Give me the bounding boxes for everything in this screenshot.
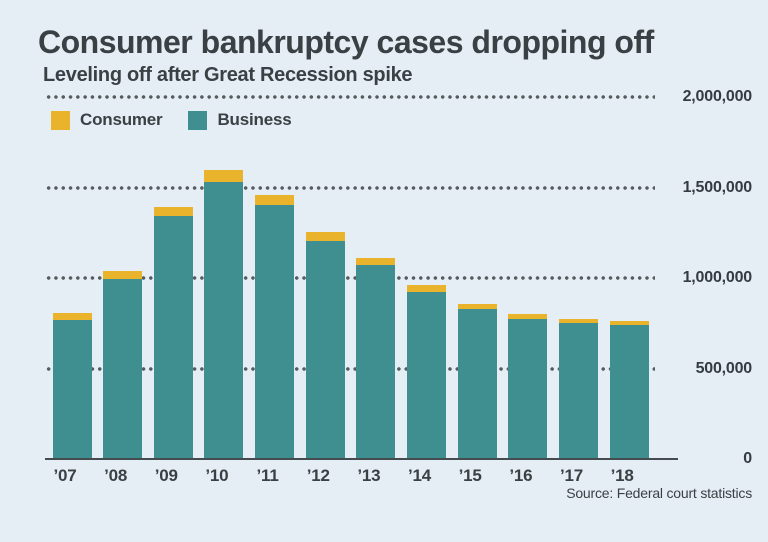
bar-segment-consumer xyxy=(204,170,244,182)
y-axis-label-1000000: 1,000,000 xyxy=(682,269,753,286)
bar-segment-consumer xyxy=(305,232,345,241)
gridline-500000 xyxy=(45,366,655,371)
bar-segment-business xyxy=(407,292,447,459)
bar-10 xyxy=(204,170,244,459)
bar-segment-business xyxy=(204,182,244,459)
x-axis-label-17: ’17 xyxy=(559,466,584,485)
bar-segment-consumer xyxy=(508,314,548,319)
y-axis-label-1500000: 1,500,000 xyxy=(682,178,753,196)
bar-segment-business xyxy=(153,216,193,459)
legend-label-consumer: Consumer xyxy=(80,110,163,129)
bar-segment-business xyxy=(457,309,497,459)
bar-segment-business xyxy=(255,205,295,459)
bar-segment-consumer xyxy=(407,285,447,292)
y-axis-label-500000: 500,000 xyxy=(695,359,753,377)
legend: Consumer Business xyxy=(51,110,307,130)
bar-segment-business xyxy=(103,279,143,459)
gridline-1000000 xyxy=(45,276,655,280)
bar-17 xyxy=(559,319,598,459)
bar-12 xyxy=(305,232,345,459)
bar-segment-business xyxy=(508,319,548,459)
bar-08 xyxy=(103,271,143,459)
bar-15 xyxy=(457,304,497,459)
bar-segment-consumer xyxy=(153,207,193,216)
bar-segment-consumer xyxy=(559,319,598,323)
legend-swatch-business xyxy=(188,110,208,130)
x-axis-label-13: ’13 xyxy=(357,466,381,485)
bar-11 xyxy=(255,195,295,459)
x-axis-label-12: ’12 xyxy=(306,466,330,485)
bar-07 xyxy=(52,313,92,459)
bar-16 xyxy=(508,314,548,459)
source-credit: Source: Federal court statistics xyxy=(566,485,752,501)
x-axis-label-16: ’16 xyxy=(509,466,533,485)
x-axis-label-11: ’11 xyxy=(256,466,279,485)
bar-segment-consumer xyxy=(103,271,143,279)
page-title: Consumer bankruptcy cases dropping off xyxy=(38,24,654,60)
bar-segment-consumer xyxy=(457,304,497,309)
bar-09 xyxy=(153,207,193,459)
legend-swatch-consumer xyxy=(51,110,70,130)
chart-subtitle: Leveling off after Great Recession spike xyxy=(43,64,413,86)
x-axis-label-14: ’14 xyxy=(408,466,432,485)
bar-segment-business xyxy=(609,325,649,459)
bar-segment-business xyxy=(52,320,92,459)
bar-segment-business xyxy=(356,265,396,459)
x-axis-label-08: ’08 xyxy=(104,466,128,485)
x-axis-line xyxy=(45,458,678,460)
bar-segment-business xyxy=(305,241,345,459)
bar-segment-consumer xyxy=(609,321,649,325)
x-axis-label-09: ’09 xyxy=(154,466,178,485)
bar-13 xyxy=(356,258,396,459)
gridline-1500000 xyxy=(45,185,655,190)
bar-18 xyxy=(609,321,649,459)
bar-14 xyxy=(407,285,447,459)
bar-segment-consumer xyxy=(52,313,92,320)
legend-label-business: Business xyxy=(217,110,292,129)
x-axis-label-15: ’15 xyxy=(458,466,482,485)
bar-segment-business xyxy=(559,323,598,459)
x-axis-label-18: ’18 xyxy=(610,466,634,485)
x-axis-label-07: ’07 xyxy=(53,466,77,485)
bar-segment-consumer xyxy=(356,258,396,265)
bar-segment-consumer xyxy=(255,195,295,205)
y-axis-label-0: 0 xyxy=(743,450,752,467)
y-axis-label-2000000: 2,000,000 xyxy=(682,88,753,105)
gridline-2000000 xyxy=(45,95,655,99)
x-axis-label-10: ’10 xyxy=(205,466,229,485)
